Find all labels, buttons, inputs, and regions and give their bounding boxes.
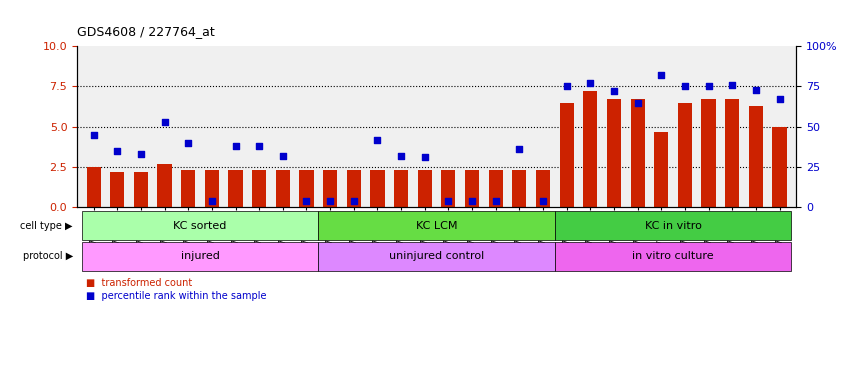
- Point: [702, 83, 716, 89]
- Bar: [394, 170, 408, 207]
- Bar: [418, 170, 431, 207]
- Bar: [560, 103, 574, 207]
- Point: [371, 137, 384, 143]
- Bar: [536, 170, 550, 207]
- Bar: [205, 170, 219, 207]
- Point: [347, 198, 360, 204]
- Bar: [442, 170, 455, 207]
- Point: [678, 83, 692, 89]
- Bar: [110, 172, 124, 207]
- Point: [560, 83, 574, 89]
- Bar: [772, 127, 787, 207]
- Bar: [654, 132, 669, 207]
- Text: KC in vitro: KC in vitro: [645, 220, 702, 231]
- Bar: [678, 103, 692, 207]
- Bar: [181, 170, 195, 207]
- Text: KC LCM: KC LCM: [416, 220, 457, 231]
- Point: [773, 96, 787, 103]
- Bar: [555, 242, 791, 271]
- Text: in vitro culture: in vitro culture: [633, 251, 714, 262]
- Bar: [631, 99, 645, 207]
- Point: [655, 72, 669, 78]
- Bar: [607, 99, 621, 207]
- Bar: [86, 167, 101, 207]
- Bar: [347, 170, 361, 207]
- Point: [442, 198, 455, 204]
- Bar: [82, 211, 318, 240]
- Point: [513, 146, 526, 152]
- Text: cell type ▶: cell type ▶: [21, 220, 73, 231]
- Bar: [82, 242, 318, 271]
- Bar: [300, 170, 313, 207]
- Text: GDS4608 / 227764_at: GDS4608 / 227764_at: [77, 25, 215, 38]
- Bar: [583, 91, 597, 207]
- Bar: [555, 211, 791, 240]
- Point: [324, 198, 337, 204]
- Bar: [318, 242, 555, 271]
- Bar: [701, 99, 716, 207]
- Point: [134, 151, 148, 157]
- Point: [465, 198, 479, 204]
- Point: [158, 119, 171, 125]
- Bar: [323, 170, 337, 207]
- Bar: [318, 211, 555, 240]
- Point: [725, 82, 739, 88]
- Point: [584, 80, 597, 86]
- Point: [607, 88, 621, 94]
- Point: [536, 198, 550, 204]
- Text: injured: injured: [181, 251, 219, 262]
- Bar: [749, 106, 763, 207]
- Point: [205, 198, 219, 204]
- Bar: [489, 170, 502, 207]
- Point: [395, 153, 408, 159]
- Text: uninjured control: uninjured control: [389, 251, 484, 262]
- Bar: [725, 99, 740, 207]
- Bar: [465, 170, 479, 207]
- Text: ■  percentile rank within the sample: ■ percentile rank within the sample: [86, 291, 266, 301]
- Bar: [276, 170, 290, 207]
- Text: KC sorted: KC sorted: [174, 220, 227, 231]
- Bar: [512, 170, 526, 207]
- Text: protocol ▶: protocol ▶: [22, 251, 73, 262]
- Bar: [158, 164, 172, 207]
- Point: [489, 198, 502, 204]
- Text: ■  transformed count: ■ transformed count: [86, 278, 192, 288]
- Point: [110, 148, 124, 154]
- Point: [86, 132, 100, 138]
- Point: [181, 140, 195, 146]
- Point: [418, 154, 431, 161]
- Point: [300, 198, 313, 204]
- Point: [253, 143, 266, 149]
- Point: [631, 99, 645, 106]
- Point: [749, 86, 763, 93]
- Point: [276, 153, 289, 159]
- Bar: [229, 170, 242, 207]
- Bar: [252, 170, 266, 207]
- Bar: [371, 170, 384, 207]
- Point: [229, 143, 242, 149]
- Bar: [134, 172, 148, 207]
